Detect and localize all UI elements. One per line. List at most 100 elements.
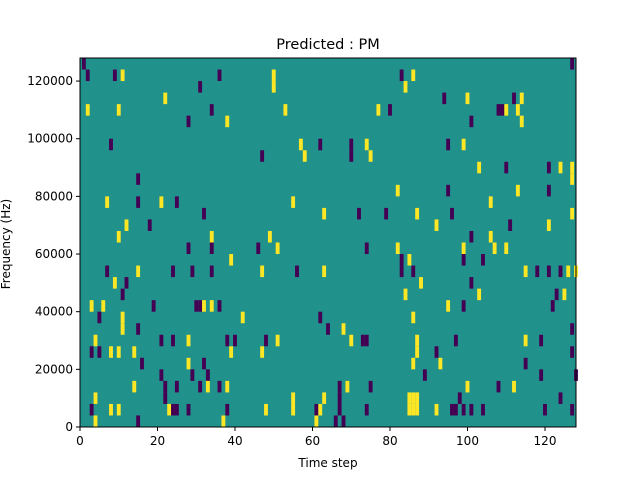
- heatmap-cell: [322, 207, 327, 220]
- heatmap-cell: [159, 196, 164, 208]
- heatmap-cell: [256, 242, 261, 255]
- heatmap-cell: [364, 334, 369, 347]
- heatmap-cell: [298, 138, 303, 151]
- heatmap-cell: [186, 334, 191, 347]
- heatmap-cell: [151, 300, 156, 312]
- x-tick-label: 80: [382, 434, 397, 448]
- heatmap-cell: [322, 265, 327, 278]
- heatmap-cell: [337, 392, 342, 404]
- heatmap-cell: [446, 138, 451, 151]
- heatmap-cell: [163, 380, 168, 393]
- heatmap-cell: [419, 277, 423, 289]
- heatmap-cell: [388, 104, 392, 116]
- heatmap-cell: [225, 115, 230, 128]
- heatmap-cell: [341, 415, 346, 427]
- heatmap-cell: [89, 346, 94, 358]
- heatmap-cell: [434, 219, 439, 231]
- heatmap-cell: [171, 403, 175, 416]
- heatmap-cell: [554, 288, 559, 301]
- heatmap-cell: [136, 323, 141, 335]
- heatmap-cell: [442, 92, 447, 105]
- heatmap-cell: [407, 392, 412, 404]
- heatmap-cell: [225, 380, 230, 393]
- heatmap-cell: [411, 357, 416, 370]
- heatmap-cell: [345, 380, 350, 393]
- heatmap-cell: [318, 311, 323, 324]
- heatmap-cell: [264, 334, 268, 347]
- heatmap-cell: [93, 334, 98, 347]
- heatmap-cell: [570, 323, 575, 335]
- heatmap-cell: [186, 115, 191, 128]
- heatmap-cell: [461, 300, 466, 312]
- heatmap-cell: [283, 104, 288, 116]
- heatmap-cell: [539, 369, 544, 381]
- heatmap-cell: [546, 219, 551, 231]
- heatmap-cell: [492, 242, 497, 255]
- heatmap-cell: [488, 230, 493, 243]
- heatmap-cell: [132, 346, 137, 358]
- heatmap-cell: [89, 403, 94, 416]
- heatmap-cell: [364, 403, 369, 416]
- heatmap-cell: [120, 323, 125, 335]
- heatmap-cell: [558, 265, 563, 278]
- heatmap-cell: [116, 346, 121, 358]
- heatmap-cell: [105, 265, 110, 278]
- x-tick-label: 20: [150, 434, 165, 448]
- heatmap-cell: [159, 369, 164, 381]
- heatmap-cell: [546, 265, 551, 278]
- heatmap-cell: [174, 196, 179, 208]
- heatmap-cell: [136, 415, 141, 427]
- heatmap-cell: [500, 104, 505, 116]
- heatmap-cell: [450, 207, 454, 220]
- y-tick-label: 100000: [27, 132, 73, 146]
- heatmap-cell: [481, 254, 485, 266]
- heatmap-cell: [504, 161, 509, 174]
- heatmap-cell: [477, 288, 482, 301]
- heatmap-cell: [97, 311, 102, 324]
- heatmap-cell: [546, 184, 551, 197]
- heatmap-cell: [93, 415, 98, 427]
- heatmap-cell: [535, 265, 540, 278]
- heatmap-cell: [465, 380, 470, 393]
- heatmap-cell: [399, 254, 404, 266]
- heatmap-cell: [136, 265, 141, 278]
- heatmap-cell: [450, 403, 454, 416]
- heatmap-cell: [434, 346, 439, 358]
- heatmap-cell: [446, 300, 451, 312]
- heatmap-cells: [81, 58, 578, 427]
- heatmap-cell: [198, 300, 203, 312]
- heatmap-cell: [570, 207, 575, 220]
- heatmap-cell: [438, 357, 443, 370]
- x-axis-ticks: 0 20 40 60 80 100 120: [76, 427, 556, 448]
- heatmap-cell: [566, 265, 571, 278]
- y-tick-label: 0: [65, 420, 73, 434]
- heatmap-cell: [186, 403, 191, 416]
- heatmap-cell: [209, 300, 214, 312]
- heatmap-cell: [434, 403, 439, 416]
- heatmap-cell: [422, 369, 427, 381]
- heatmap-cell: [186, 242, 191, 255]
- heatmap-cell: [93, 392, 98, 404]
- heatmap-cell: [120, 311, 125, 324]
- heatmap-cell: [469, 403, 474, 416]
- heatmap-cell: [349, 150, 354, 162]
- y-tick-label: 20000: [35, 362, 73, 376]
- heatmap-cell: [465, 92, 470, 105]
- heatmap-cell: [403, 288, 408, 301]
- y-tick-label: 40000: [35, 305, 73, 319]
- heatmap-cell: [314, 415, 319, 427]
- heatmap-cell: [167, 403, 172, 416]
- heatmap-cell: [546, 161, 551, 174]
- heatmap-cell: [403, 81, 408, 93]
- heatmap-cell: [523, 334, 528, 347]
- heatmap-cell: [570, 403, 575, 416]
- heatmap-cell: [496, 380, 501, 393]
- heatmap-cell: [198, 380, 203, 393]
- heatmap-cell: [124, 277, 129, 289]
- heatmap-cell: [415, 334, 420, 347]
- heatmap-cell: [407, 403, 412, 416]
- heatmap-cell: [314, 403, 319, 416]
- heatmap-cell: [368, 150, 373, 162]
- heatmap-cell: [504, 104, 509, 116]
